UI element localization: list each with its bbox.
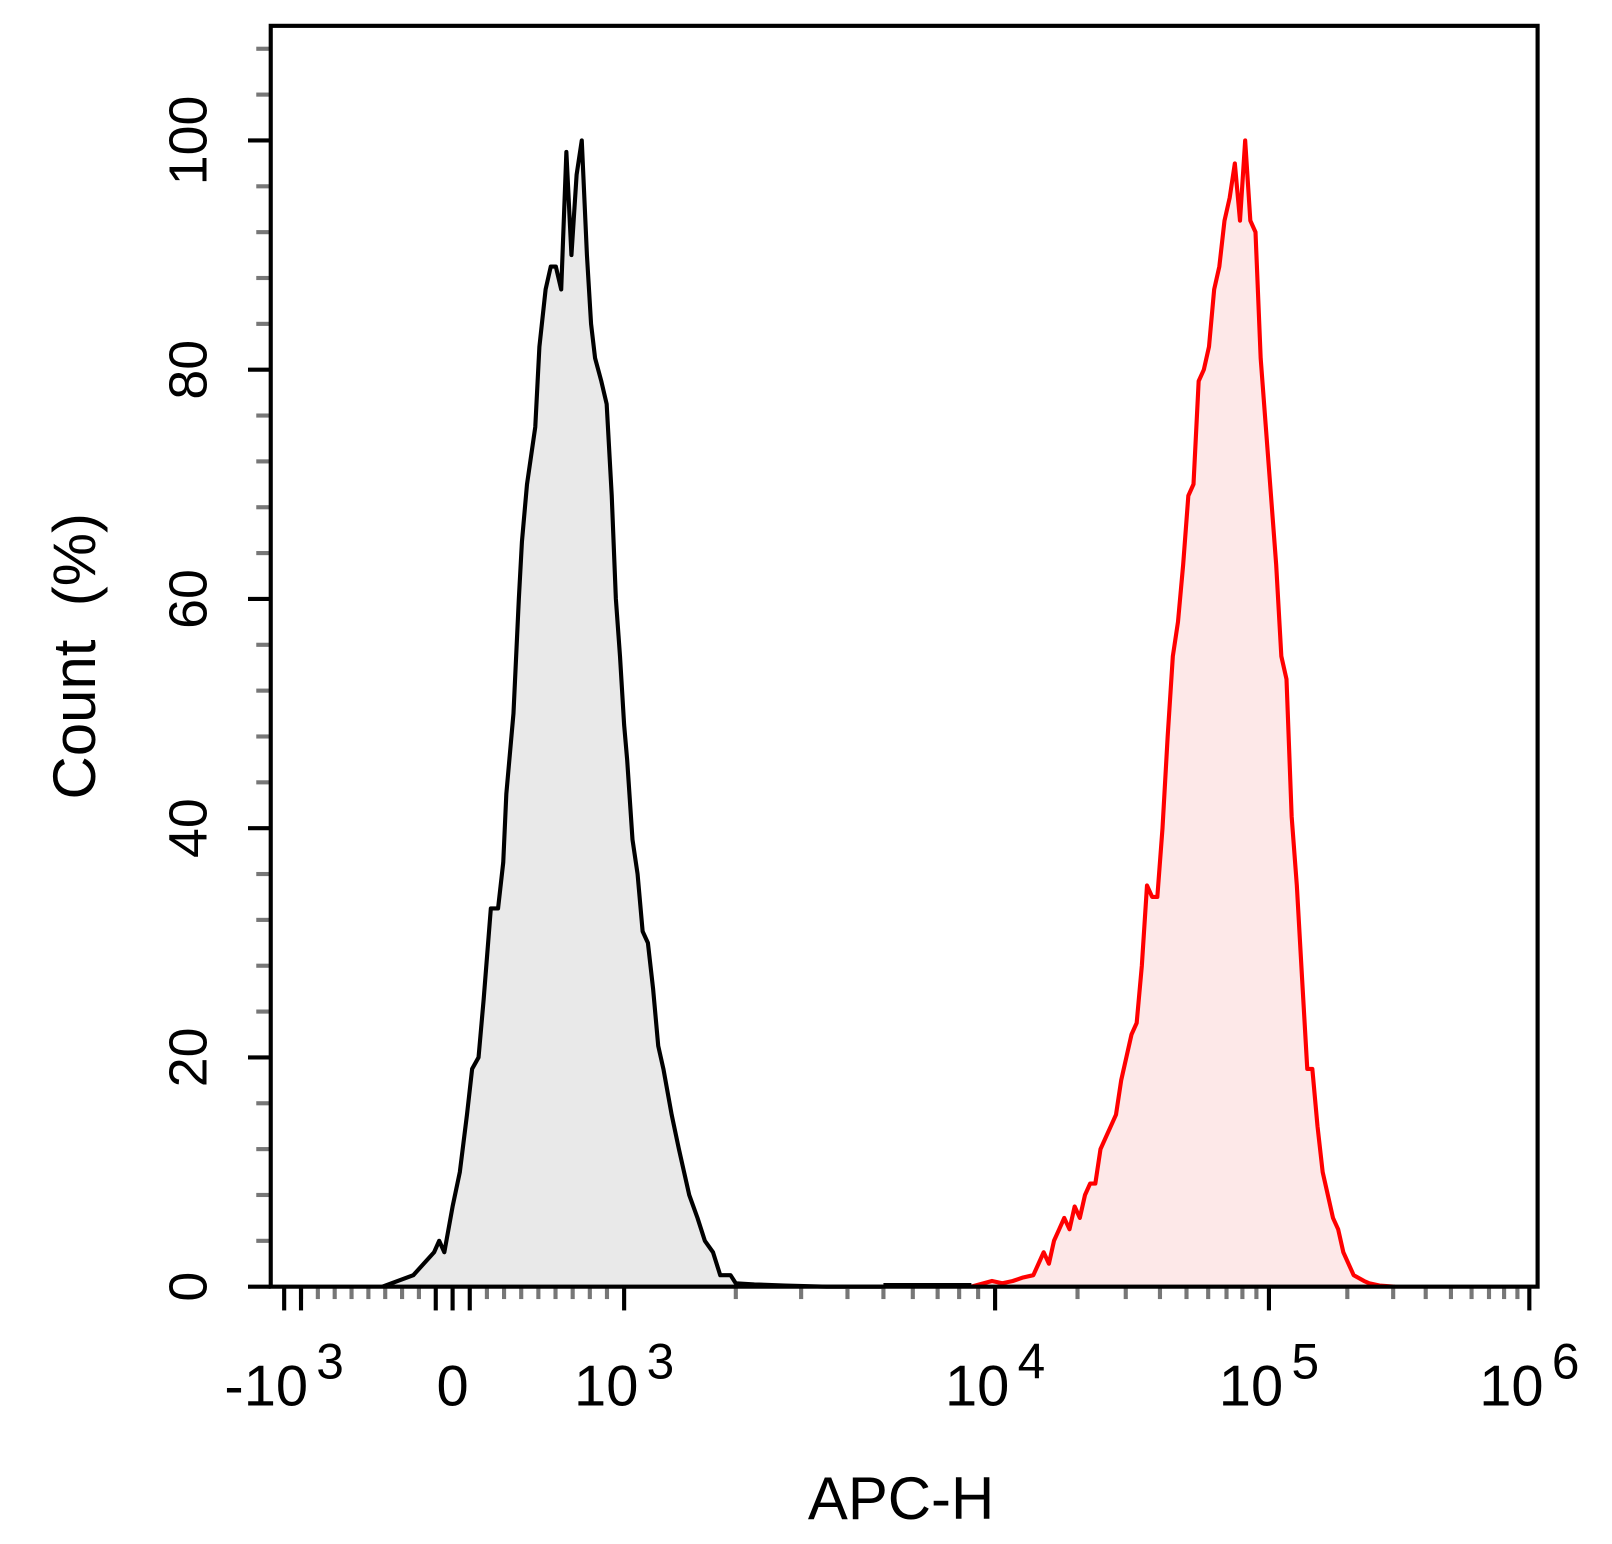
series-1-fill <box>971 140 1396 1287</box>
x-tick-label: 10 6 <box>1479 1334 1579 1419</box>
y-axis-ticks: 0 20 40 60 80 100 <box>159 46 271 1302</box>
series-layer <box>381 138 1396 1289</box>
x-tick-base: 10 <box>1219 1355 1283 1419</box>
x-axis-ticks: -10 3 0 10 3 10 4 10 5 10 6 <box>224 1286 1579 1419</box>
x-tick-exponent: 3 <box>647 1334 675 1390</box>
x-tick-label: 10 5 <box>1219 1334 1319 1419</box>
x-tick-base: 10 <box>574 1355 638 1419</box>
x-tick-exponent: 3 <box>316 1334 344 1390</box>
x-tick-exponent: 5 <box>1291 1334 1319 1390</box>
series-0-fill <box>382 140 884 1287</box>
y-axis-label: Count (%) <box>41 513 108 799</box>
x-tick-label: -10 3 <box>224 1334 343 1419</box>
x-tick-exponent: 4 <box>1018 1334 1046 1390</box>
y-tick-label: 100 <box>159 96 219 186</box>
y-tick-label: 80 <box>159 340 219 400</box>
x-tick-base: 10 <box>1479 1355 1543 1419</box>
y-tick-label: 0 <box>159 1272 219 1302</box>
y-tick-label: 60 <box>159 569 219 629</box>
x-tick-label: 0 <box>437 1355 469 1419</box>
x-axis-label: APC-H <box>808 1465 994 1532</box>
y-tick-label: 20 <box>159 1028 219 1088</box>
plot-frame <box>268 23 1540 1289</box>
x-tick-base: 0 <box>437 1355 469 1419</box>
series-0-line <box>381 138 884 1289</box>
x-tick-base: 10 <box>945 1355 1009 1419</box>
x-tick-exponent: 6 <box>1552 1334 1580 1390</box>
series-1-line <box>970 138 1396 1289</box>
y-tick-label: 40 <box>159 798 219 858</box>
x-tick-label: 10 4 <box>945 1334 1045 1419</box>
x-tick-label: 10 3 <box>574 1334 674 1419</box>
x-tick-base: -10 <box>224 1355 308 1419</box>
